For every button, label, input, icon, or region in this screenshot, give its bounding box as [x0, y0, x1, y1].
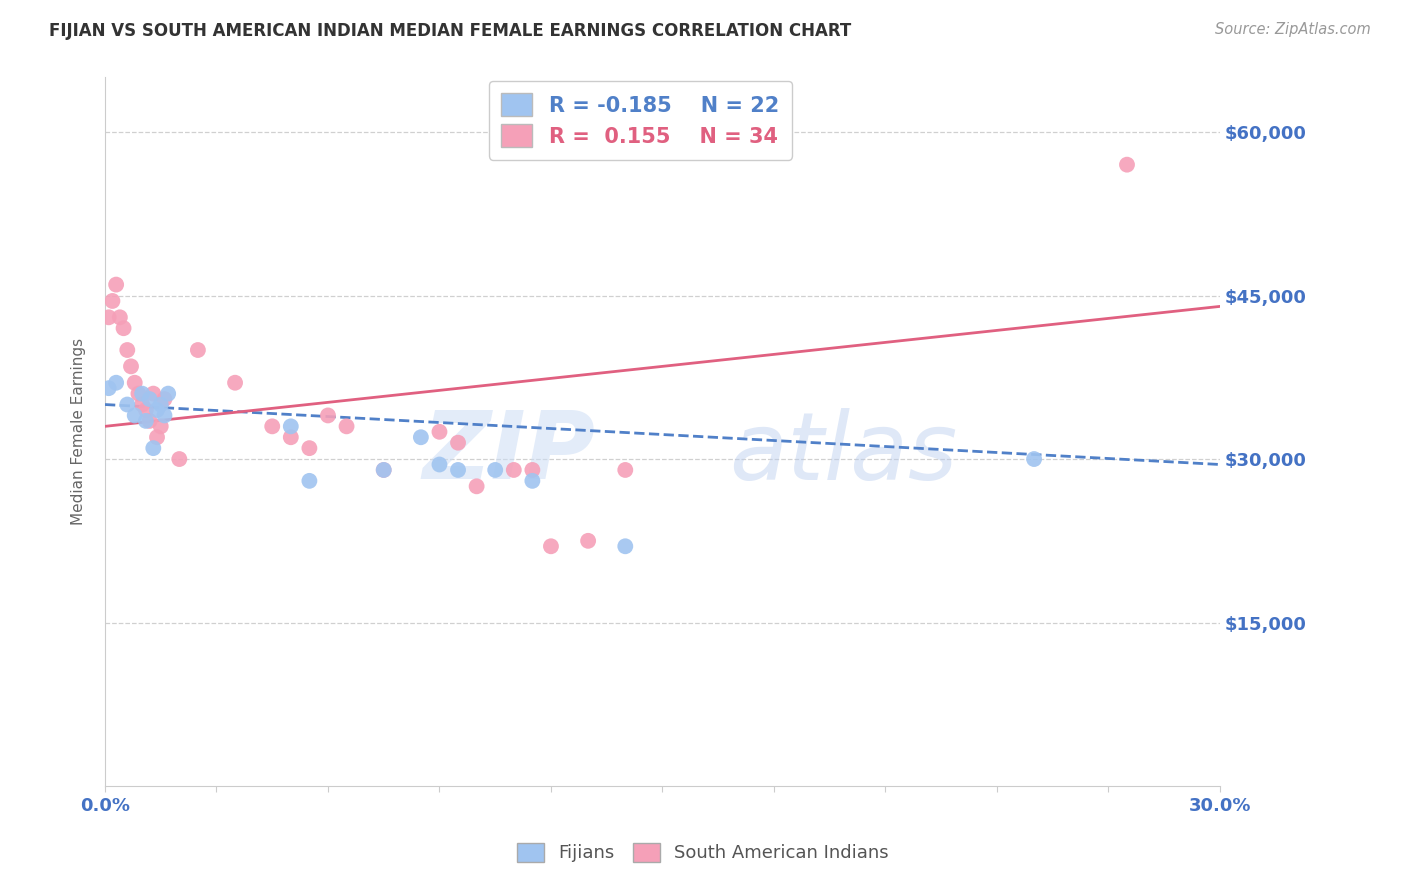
Y-axis label: Median Female Earnings: Median Female Earnings [72, 338, 86, 525]
Point [484, 463, 506, 477]
Point [153, 392, 176, 406]
Point [465, 479, 488, 493]
Point [298, 441, 321, 455]
Point [146, 430, 169, 444]
Point [373, 463, 395, 477]
Point [447, 463, 470, 477]
Point [540, 539, 562, 553]
Point [149, 419, 172, 434]
Point [409, 430, 432, 444]
Point [112, 321, 135, 335]
Point [146, 403, 169, 417]
Point [614, 463, 637, 477]
Text: ZIP: ZIP [423, 407, 596, 499]
Point [280, 419, 302, 434]
Point [262, 419, 284, 434]
Point [149, 398, 172, 412]
Point [1116, 158, 1139, 172]
Point [153, 409, 176, 423]
Point [138, 414, 160, 428]
Point [135, 403, 157, 417]
Point [280, 430, 302, 444]
Point [124, 409, 146, 423]
Point [131, 398, 153, 412]
Point [117, 398, 139, 412]
Point [522, 474, 544, 488]
Point [97, 381, 120, 395]
Point [614, 539, 637, 553]
Point [224, 376, 246, 390]
Point [576, 533, 599, 548]
Point [127, 386, 149, 401]
Point [124, 376, 146, 390]
Point [97, 310, 120, 325]
Point [135, 414, 157, 428]
Point [117, 343, 139, 357]
Point [187, 343, 209, 357]
Legend: R = -0.185    N = 22, R =  0.155    N = 34: R = -0.185 N = 22, R = 0.155 N = 34 [488, 81, 792, 160]
Point [169, 452, 191, 467]
Point [447, 435, 470, 450]
Point [502, 463, 524, 477]
Point [131, 386, 153, 401]
Point [157, 386, 180, 401]
Point [429, 425, 451, 439]
Point [335, 419, 357, 434]
Legend: Fijians, South American Indians: Fijians, South American Indians [510, 836, 896, 870]
Text: Source: ZipAtlas.com: Source: ZipAtlas.com [1215, 22, 1371, 37]
Text: atlas: atlas [730, 408, 957, 499]
Point [429, 458, 451, 472]
Point [522, 463, 544, 477]
Point [108, 310, 131, 325]
Point [1022, 452, 1045, 467]
Point [142, 441, 165, 455]
Point [120, 359, 142, 374]
Point [105, 277, 128, 292]
Point [142, 386, 165, 401]
Point [105, 376, 128, 390]
Point [138, 392, 160, 406]
Point [101, 293, 124, 308]
Point [298, 474, 321, 488]
Text: FIJIAN VS SOUTH AMERICAN INDIAN MEDIAN FEMALE EARNINGS CORRELATION CHART: FIJIAN VS SOUTH AMERICAN INDIAN MEDIAN F… [49, 22, 852, 40]
Point [373, 463, 395, 477]
Point [316, 409, 339, 423]
